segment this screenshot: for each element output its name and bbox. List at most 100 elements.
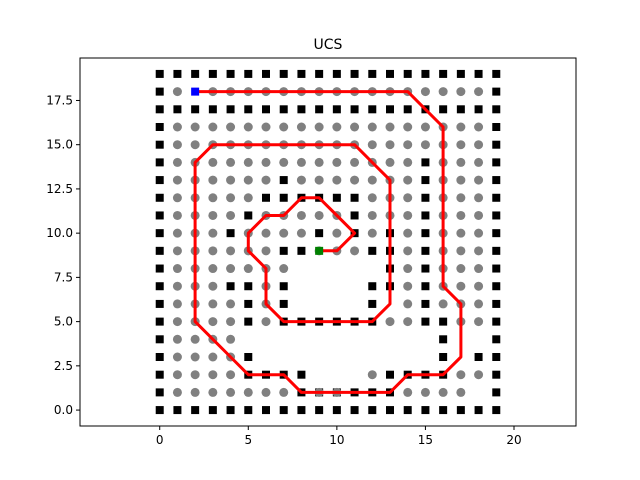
visited-node (172, 281, 182, 291)
obstacle-cell (155, 246, 164, 255)
visited-node (438, 87, 448, 97)
obstacle-cell (492, 406, 501, 415)
y-tick-label: 0.0 (54, 403, 73, 417)
visited-node (208, 317, 218, 327)
visited-node (279, 228, 289, 238)
visited-node (474, 299, 484, 309)
obstacle-cell (155, 353, 164, 361)
visited-node (226, 370, 236, 380)
visited-node (385, 317, 395, 327)
visited-layer (172, 87, 484, 397)
visited-node (456, 87, 466, 97)
visited-node (172, 210, 182, 220)
visited-node (474, 281, 484, 291)
visited-node (243, 387, 253, 397)
visited-node (261, 122, 271, 132)
obstacle-cell (403, 406, 412, 415)
obstacle-cell (244, 353, 253, 361)
x-tick-label: 15 (418, 433, 433, 447)
obstacle-cell (297, 406, 306, 415)
visited-node (350, 122, 360, 132)
obstacle-cell (492, 264, 501, 273)
visited-node (190, 334, 200, 344)
visited-node (172, 87, 182, 97)
obstacle-cell (155, 69, 164, 78)
visited-node (296, 228, 306, 238)
visited-node (456, 193, 466, 203)
x-tick-label: 10 (329, 433, 344, 447)
visited-node (172, 264, 182, 274)
x-tick-label: 0 (156, 433, 164, 447)
visited-node (172, 299, 182, 309)
visited-node (243, 122, 253, 132)
goal-marker (315, 246, 324, 255)
obstacle-cell (297, 370, 306, 379)
visited-node (403, 228, 413, 238)
obstacle-cell (456, 69, 465, 78)
visited-node (456, 122, 466, 132)
visited-node (385, 157, 395, 167)
visited-node (367, 175, 377, 185)
obstacle-cell (244, 282, 253, 291)
visited-node (226, 157, 236, 167)
obstacle-cell (155, 105, 164, 114)
visited-node (296, 157, 306, 167)
visited-node (403, 387, 413, 397)
visited-node (208, 228, 218, 238)
visited-node (474, 140, 484, 150)
visited-node (403, 157, 413, 167)
plot-frame (79, 57, 577, 427)
obstacle-cell (421, 176, 430, 185)
visited-node (456, 157, 466, 167)
visited-node (208, 281, 218, 291)
obstacle-cell (439, 69, 448, 78)
obstacle-cell (173, 105, 182, 114)
obstacle-cell (155, 335, 164, 344)
obstacle-cell (492, 87, 501, 96)
visited-node (456, 281, 466, 291)
visited-node (367, 140, 377, 150)
obstacle-cell (332, 193, 341, 202)
obstacle-cell (474, 69, 483, 78)
visited-node (332, 228, 342, 238)
visited-node (208, 299, 218, 309)
obstacle-cell (474, 406, 483, 415)
obstacle-cell (155, 176, 164, 185)
visited-node (172, 122, 182, 132)
visited-node (385, 140, 395, 150)
visited-node (367, 122, 377, 132)
obstacle-cell (421, 317, 430, 326)
visited-node (367, 228, 377, 238)
visited-node (208, 387, 218, 397)
visited-node (474, 193, 484, 203)
obstacle-cell (492, 353, 501, 361)
obstacle-cell (279, 69, 288, 78)
visited-node (367, 193, 377, 203)
visited-node (190, 387, 200, 397)
y-tick-label: 5.0 (54, 315, 73, 329)
visited-node (474, 210, 484, 220)
visited-node (172, 352, 182, 362)
obstacle-cell (155, 123, 164, 131)
obstacle-cell (262, 69, 270, 78)
obstacle-cell (279, 193, 288, 202)
visited-node (190, 140, 200, 150)
obstacle-cell (244, 211, 253, 220)
obstacle-cell (439, 406, 448, 415)
visited-node (226, 317, 236, 327)
visited-node (438, 387, 448, 397)
obstacle-cell (173, 406, 182, 415)
visited-node (208, 352, 218, 362)
obstacle-cell (350, 105, 359, 114)
visited-node (208, 264, 218, 274)
visited-node (456, 264, 466, 274)
y-tick-label: 15.0 (46, 138, 73, 152)
obstacle-cell (155, 158, 164, 167)
start-marker (191, 87, 200, 96)
visited-node (456, 210, 466, 220)
obstacle-cell (492, 246, 501, 255)
obstacle-cell (492, 299, 501, 308)
obstacle-cell (155, 370, 164, 379)
obstacle-cell (279, 282, 288, 291)
